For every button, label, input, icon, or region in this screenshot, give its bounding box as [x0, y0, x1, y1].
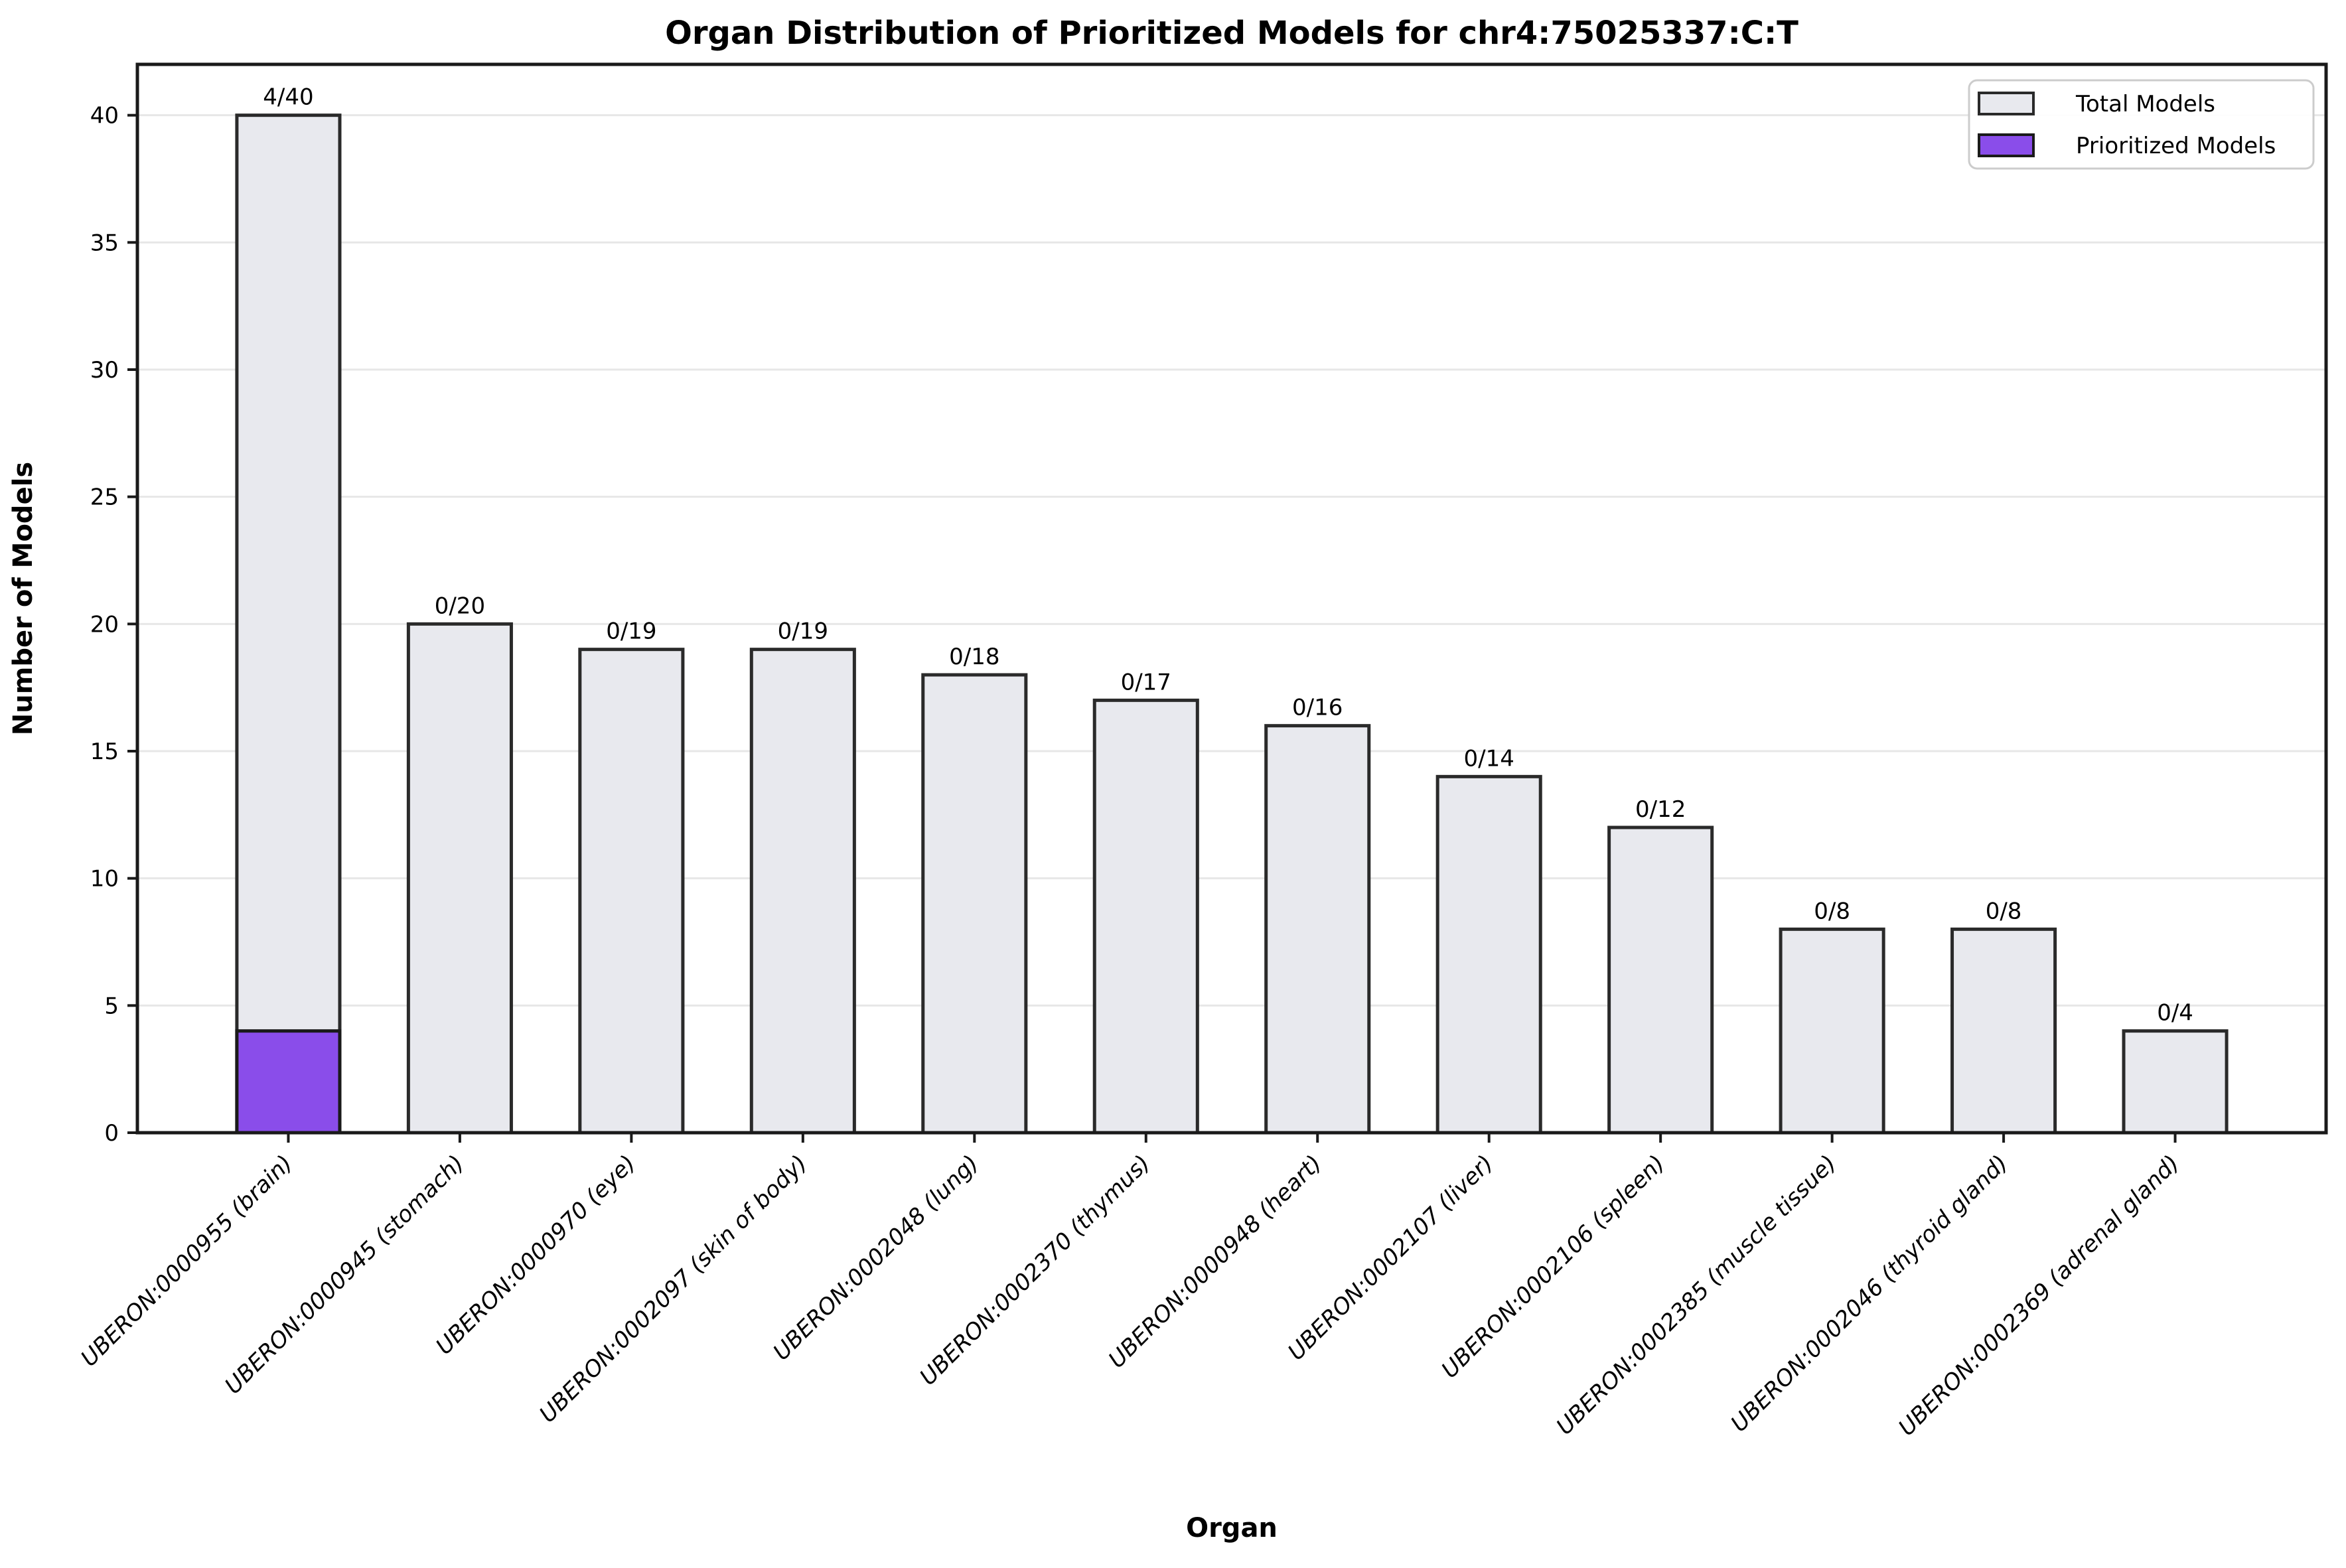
total-models-bar: [2122, 1029, 2229, 1135]
bar-count-label: 0/19: [778, 618, 828, 645]
total-models-bar: [749, 648, 856, 1135]
total-models-bar: [235, 113, 342, 1135]
legend-swatch-prioritized-models: [1978, 133, 2035, 157]
ticks-layer: [127, 113, 2177, 1143]
y-axis-label: Number of Models: [8, 462, 38, 735]
total-models-bar: [1264, 724, 1371, 1135]
bar-count-label: 0/4: [2157, 1000, 2193, 1027]
plot-frame: [135, 62, 2328, 1135]
legend-swatch-total-models: [1978, 92, 2035, 115]
bar-count-label: 0/12: [1635, 796, 1686, 823]
frame-layer: [135, 62, 2328, 1135]
y-tick-label: 15: [90, 739, 119, 765]
x-tick-label: UBERON:0000970 (eye): [431, 1150, 641, 1360]
x-tick-label: UBERON:0002107 (liver): [1283, 1150, 1499, 1366]
bar-count-label: 0/8: [1814, 898, 1850, 924]
total-models-bar: [1435, 774, 1542, 1135]
chart-title: Organ Distribution of Prioritized Models…: [665, 15, 1798, 52]
bar-count-label: 0/18: [949, 644, 999, 670]
y-tick-label: 35: [90, 230, 119, 256]
bar-count-label: 0/16: [1292, 695, 1343, 721]
bar-count-label: 0/20: [435, 593, 485, 619]
bar-count-label: 0/8: [1986, 898, 2022, 924]
y-tick-label: 10: [90, 866, 119, 892]
x-tick-label: UBERON:0002048 (lung): [768, 1150, 984, 1366]
total-models-bar: [1607, 825, 1714, 1135]
total-models-bar: [1779, 927, 1885, 1135]
y-tick-label: 20: [90, 611, 119, 638]
x-tick-label: UBERON:0002385 (muscle tissue): [1552, 1150, 1842, 1440]
y-tick-label: 30: [90, 357, 119, 384]
total-models-bar: [1092, 698, 1199, 1135]
y-tick-label: 5: [104, 993, 119, 1019]
legend: Total Models Prioritized Models: [1968, 79, 2315, 170]
bar-count-label: 4/40: [263, 84, 313, 111]
bar-count-label: 0/14: [1464, 745, 1514, 772]
legend-box: [1968, 79, 2315, 170]
x-tick-label: UBERON:0002369 (adrenal gland): [1893, 1150, 2185, 1441]
total-models-bar: [406, 622, 513, 1135]
y-tick-label: 0: [104, 1120, 119, 1147]
x-axis-label: Organ: [1186, 1513, 1278, 1543]
prioritized-models-bar: [235, 1029, 342, 1135]
legend-label-total-models: Total Models: [2075, 91, 2215, 117]
total-models-bar: [921, 673, 1028, 1135]
bars-layer: [235, 113, 2229, 1135]
legend-label-prioritized-models: Prioritized Models: [2076, 133, 2276, 159]
total-models-bar: [578, 648, 685, 1135]
total-models-bar: [1950, 927, 2057, 1135]
y-tick-label: 40: [90, 103, 119, 129]
bar-count-label: 0/19: [606, 618, 656, 645]
bar-count-label: 0/17: [1121, 669, 1171, 695]
x-tick-label: UBERON:0002046 (thyroid gland): [1725, 1150, 2013, 1437]
x-tick-label: UBERON:0002097 (skin of body): [534, 1150, 812, 1428]
y-tick-label: 25: [90, 484, 119, 511]
